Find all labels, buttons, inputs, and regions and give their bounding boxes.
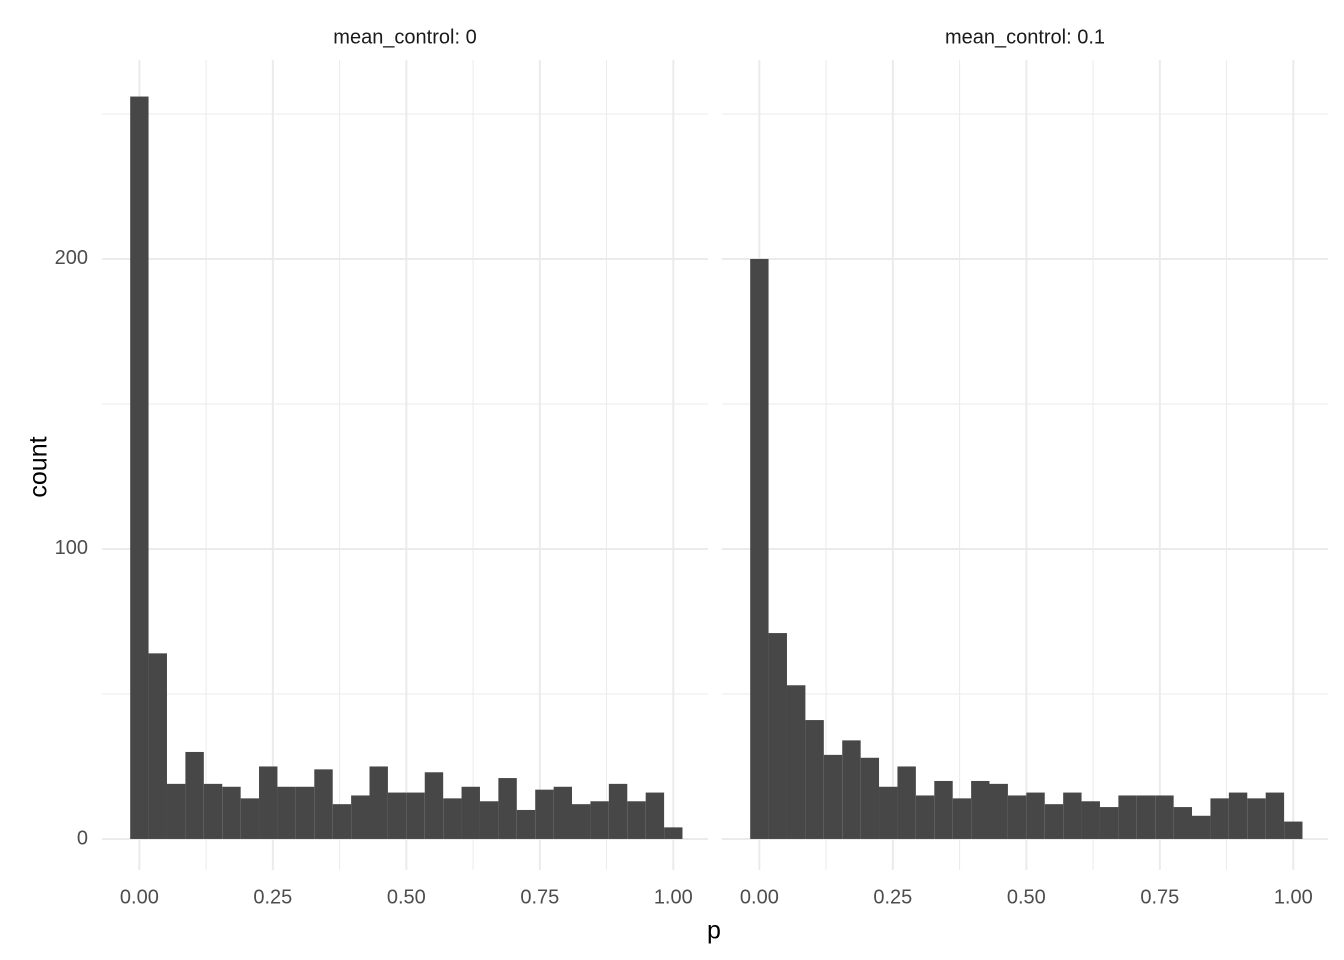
bar	[645, 792, 665, 839]
bar	[879, 786, 898, 839]
bar	[805, 720, 824, 839]
bar	[572, 804, 591, 839]
bar	[1192, 815, 1211, 839]
bar	[1081, 801, 1100, 839]
bar	[535, 789, 554, 839]
bar	[1265, 792, 1285, 839]
bar	[406, 792, 425, 839]
x-tick-label: 0.50	[1007, 886, 1046, 908]
x-tick-label: 0.00	[740, 886, 779, 908]
bar	[369, 766, 388, 839]
y-tick-label: 0	[77, 827, 88, 849]
bar	[952, 798, 972, 839]
bar	[351, 795, 370, 839]
bar	[461, 786, 480, 839]
x-tick-label: 1.00	[1274, 886, 1313, 908]
bar	[332, 804, 352, 839]
bar	[750, 258, 769, 839]
x-tick-label: 0.75	[1140, 886, 1179, 908]
bar	[1228, 792, 1248, 839]
bar	[1247, 798, 1266, 839]
bar	[971, 780, 990, 839]
bar	[1136, 795, 1156, 839]
bar	[1026, 792, 1045, 839]
bar	[1118, 795, 1137, 839]
bar	[166, 783, 186, 839]
strip-title: mean_control: 0	[333, 26, 476, 48]
y-tick-label: 200	[55, 247, 88, 269]
bar	[590, 801, 609, 839]
bar	[222, 786, 241, 839]
x-tick-label: 0.75	[520, 886, 559, 908]
bar	[934, 780, 953, 839]
bar	[259, 766, 278, 839]
x-axis-title: p	[707, 917, 721, 945]
bar	[1284, 821, 1303, 839]
y-tick-label: 100	[55, 537, 88, 559]
bar	[1173, 807, 1193, 839]
bar	[443, 798, 462, 839]
bar	[1063, 792, 1082, 839]
bar	[203, 783, 223, 839]
bar	[1210, 798, 1229, 839]
bar	[424, 772, 444, 839]
bar	[608, 783, 628, 839]
y-axis-title: count	[25, 436, 53, 497]
bar	[627, 801, 646, 839]
bar	[314, 769, 333, 839]
bar	[823, 754, 843, 839]
x-tick-label: 1.00	[654, 886, 693, 908]
bar	[148, 653, 167, 839]
bar	[897, 766, 916, 839]
bar	[1044, 804, 1064, 839]
bar	[842, 740, 861, 839]
x-tick-label: 0.50	[387, 886, 426, 908]
bar	[860, 757, 880, 839]
bar	[277, 786, 296, 839]
bar	[295, 786, 315, 839]
bar	[1099, 807, 1119, 839]
bar	[786, 685, 806, 839]
bar	[479, 801, 499, 839]
bar	[1007, 795, 1027, 839]
x-tick-label: 0.25	[873, 886, 912, 908]
x-tick-label: 0.00	[120, 886, 159, 908]
bar	[553, 786, 573, 839]
bar	[915, 795, 935, 839]
bar	[130, 96, 149, 839]
bar	[664, 827, 683, 839]
x-tick-label: 0.25	[253, 886, 292, 908]
bar	[185, 751, 204, 839]
strip-title: mean_control: 0.1	[945, 26, 1105, 48]
bar	[240, 798, 260, 839]
bar	[1155, 795, 1174, 839]
bar	[768, 633, 787, 839]
bar	[516, 809, 536, 839]
bar	[498, 778, 517, 839]
bar	[989, 783, 1008, 839]
bar	[387, 792, 407, 839]
